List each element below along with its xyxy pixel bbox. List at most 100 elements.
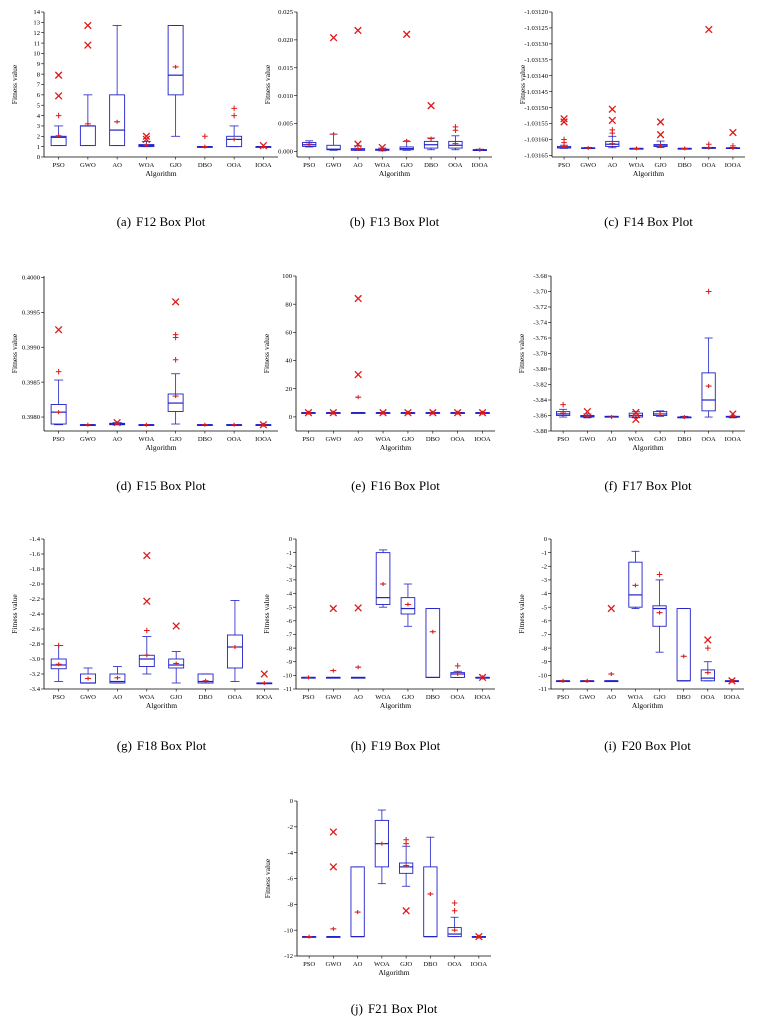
outlier-x-marker xyxy=(560,114,568,123)
x-tick-label: WOA xyxy=(139,436,155,443)
x-axis-title: Algorithm xyxy=(632,701,663,710)
chart-caption: (d) F15 Box Plot xyxy=(116,478,206,493)
outlier-plus-marker xyxy=(609,130,616,136)
y-tick-label: 12 xyxy=(33,30,40,37)
y-tick-label: -5 xyxy=(542,604,548,611)
outlier-x-marker xyxy=(259,141,268,150)
x-tick-label: GWO xyxy=(580,162,596,169)
x-tick-label: PSO xyxy=(303,162,315,169)
iqr-box xyxy=(168,658,185,669)
y-tick-label: -3.4 xyxy=(30,686,41,693)
y-tick-label: 0.015 xyxy=(278,65,294,72)
box-GWO xyxy=(79,94,96,147)
x-tick-label: AO xyxy=(607,694,617,701)
chart-panel-b: 0.000 0.005 0.010 0.015 0.020 0.025 PSO GWO AO WO… xyxy=(263,9,492,229)
caption-label: (j) xyxy=(351,1001,363,1016)
y-tick-label: -3.78 xyxy=(533,351,547,358)
y-tick-label: -6 xyxy=(287,618,293,625)
y-tick-label: 0 xyxy=(289,536,293,543)
iqr-box xyxy=(226,135,243,148)
outlier-x-marker xyxy=(632,408,640,417)
iqr-box xyxy=(676,608,691,682)
box-DBO xyxy=(423,836,438,938)
x-tick-label: GWO xyxy=(80,694,96,701)
iqr-box xyxy=(400,597,416,615)
y-tick-label: -3 xyxy=(287,577,293,584)
box-GJO xyxy=(167,373,184,425)
outlier-x-marker xyxy=(143,597,151,606)
x-tick-label: AO xyxy=(353,961,363,968)
outlier-x-marker xyxy=(402,30,411,39)
outlier-plus-marker xyxy=(202,133,208,140)
outlier-x-marker xyxy=(728,677,736,685)
x-tick-label: GJO xyxy=(654,694,666,701)
box-WOA xyxy=(375,549,391,608)
chart-caption: (a) F12 Box Plot xyxy=(117,214,206,229)
x-tick-label: IOOA xyxy=(724,694,741,701)
outlier-x-marker xyxy=(608,105,617,113)
y-tick-label: 0.025 xyxy=(278,9,294,16)
box-IOOA xyxy=(725,414,740,419)
y-tick-label: -1.03165 xyxy=(524,153,548,160)
x-tick-label: WOA xyxy=(629,162,645,169)
x-tick-label: PSO xyxy=(557,694,569,701)
y-tick-label: 2 xyxy=(37,133,40,140)
iqr-box xyxy=(375,552,391,605)
outlier-x-marker xyxy=(142,135,151,144)
y-tick-label: -3.74 xyxy=(533,320,547,327)
y-tick-label: -2.2 xyxy=(30,596,40,603)
outlier-x-marker xyxy=(354,26,362,35)
box-WOA xyxy=(138,422,155,427)
iqr-box xyxy=(447,927,462,938)
x-tick-label: GJO xyxy=(170,694,182,701)
box-WOA xyxy=(138,636,155,675)
chart-panel-d: 0.3980 0.3985 0.3990 0.3995 0.4000 PSO GWO AO WO… xyxy=(10,275,278,493)
x-tick-label: GWO xyxy=(326,162,342,169)
outlier-x-marker xyxy=(429,408,437,417)
outlier-plus-marker xyxy=(172,356,179,363)
y-tick-label: -2 xyxy=(288,824,294,831)
outlier-x-marker xyxy=(329,604,338,613)
box-OOA xyxy=(226,422,243,427)
chart-title: F21 Box Plot xyxy=(368,1001,438,1016)
x-tick-label: GWO xyxy=(325,436,341,443)
iqr-box xyxy=(50,404,67,425)
outlier-x-marker xyxy=(329,33,338,42)
y-tick-label: -4 xyxy=(287,591,293,598)
y-tick-label: 14 xyxy=(33,9,40,16)
y-tick-label: 13 xyxy=(33,20,40,27)
y-tick-label: 0 xyxy=(544,536,548,543)
y-axis-title: Fitness value xyxy=(262,594,271,634)
y-tick-label: -10 xyxy=(538,673,547,680)
outlier-x-marker xyxy=(478,408,487,417)
y-axis-title: Fitness value xyxy=(263,64,272,104)
y-axis-title: Fitness value xyxy=(518,64,527,104)
x-tick-label: DBO xyxy=(198,162,212,169)
caption-label: (g) xyxy=(117,738,132,753)
x-tick-label: DBO xyxy=(426,436,440,443)
chart-title: F13 Box Plot xyxy=(370,214,440,229)
x-tick-label: GJO xyxy=(170,436,182,443)
box-DBO xyxy=(677,415,692,420)
outlier-x-marker xyxy=(54,71,63,79)
outlier-plus-marker xyxy=(55,642,62,649)
x-tick-label: GWO xyxy=(579,694,595,701)
y-tick-label: -1.03120 xyxy=(524,9,548,16)
box-DBO xyxy=(197,673,214,684)
box-WOA xyxy=(374,809,389,885)
outlier-plus-marker xyxy=(403,840,409,847)
y-tick-label: -3.76 xyxy=(533,335,547,342)
outlier-plus-marker xyxy=(730,143,736,149)
outlier-plus-marker xyxy=(144,627,150,634)
y-axis-title: Fitness value xyxy=(10,333,19,373)
x-tick-label: GJO xyxy=(654,436,666,443)
y-tick-label: 6 xyxy=(37,92,41,99)
x-tick-label: OOA xyxy=(228,694,243,701)
x-tick-label: GWO xyxy=(326,961,342,968)
box-OOA xyxy=(226,125,243,148)
chart-caption: (g) F18 Box Plot xyxy=(117,738,207,753)
y-tick-label: -6 xyxy=(288,876,294,883)
x-tick-label: IOOA xyxy=(725,436,742,443)
caption-label: (f) xyxy=(604,478,617,493)
outlier-x-marker xyxy=(402,907,410,915)
